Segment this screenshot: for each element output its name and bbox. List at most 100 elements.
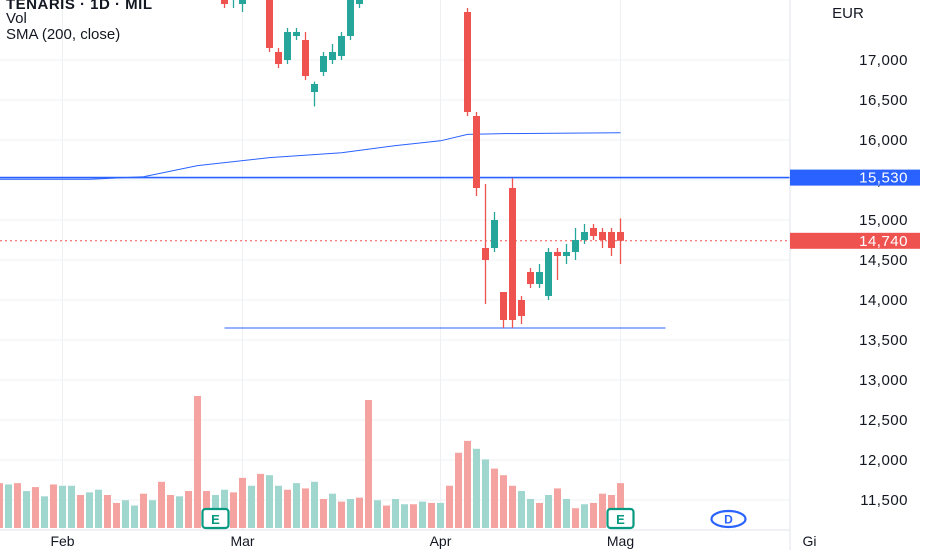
volume-bar bbox=[185, 491, 192, 528]
candle-body[interactable] bbox=[500, 292, 507, 320]
candle-body[interactable] bbox=[266, 0, 273, 48]
price-badge[interactable] bbox=[790, 232, 920, 249]
volume-bar bbox=[293, 483, 300, 528]
candle-body[interactable] bbox=[347, 0, 354, 36]
volume-bar bbox=[14, 483, 21, 528]
candle-body[interactable] bbox=[293, 32, 300, 36]
volume-bar bbox=[428, 502, 435, 528]
price-badge-label: 14,740 bbox=[859, 233, 908, 250]
volume-bar bbox=[356, 497, 363, 528]
earnings-marker-icon[interactable] bbox=[201, 507, 230, 530]
candle-body[interactable] bbox=[518, 300, 525, 316]
volume-bar bbox=[527, 498, 534, 528]
volume-bar bbox=[392, 498, 399, 528]
candle-body[interactable] bbox=[275, 52, 282, 64]
volume-bar bbox=[536, 502, 543, 528]
time-tick-label: Gi bbox=[803, 533, 817, 549]
time-tick-label: Mag bbox=[607, 533, 634, 549]
volume-bar bbox=[518, 491, 525, 528]
dividend-marker-icon[interactable] bbox=[710, 509, 747, 529]
time-tick-label: Feb bbox=[50, 533, 74, 549]
candle-body[interactable] bbox=[311, 84, 318, 92]
volume-bar bbox=[482, 459, 489, 528]
candle-body[interactable] bbox=[284, 32, 291, 60]
price-tick-label: 13,000 bbox=[859, 372, 908, 389]
candle-body[interactable] bbox=[338, 36, 345, 56]
symbol-label[interactable]: TENARIS · 1D · MIL bbox=[6, 0, 153, 11]
earnings-marker-label: E bbox=[616, 512, 625, 527]
candle-body[interactable] bbox=[473, 116, 480, 188]
volume-bar bbox=[437, 502, 444, 528]
volume-bar bbox=[365, 399, 372, 528]
candle-body[interactable] bbox=[554, 252, 561, 256]
volume-bar bbox=[617, 483, 624, 528]
volume-bar bbox=[0, 483, 3, 528]
volume-bar bbox=[149, 500, 156, 528]
volume-bar bbox=[563, 498, 570, 528]
volume-bar bbox=[590, 502, 597, 528]
candle-body[interactable] bbox=[545, 252, 552, 296]
volume-bar bbox=[194, 396, 201, 528]
candle-body[interactable] bbox=[581, 232, 588, 240]
candle-body[interactable] bbox=[536, 272, 543, 284]
candle-body[interactable] bbox=[590, 228, 597, 236]
candle-body[interactable] bbox=[563, 252, 570, 256]
candle-body[interactable] bbox=[491, 220, 498, 248]
volume-bar bbox=[266, 475, 273, 528]
volume-bar bbox=[140, 493, 147, 528]
volume-bar bbox=[122, 500, 129, 528]
volume-bar bbox=[464, 440, 471, 528]
volume-bar bbox=[599, 493, 606, 528]
currency-label: EUR bbox=[832, 5, 864, 22]
candle-body[interactable] bbox=[482, 248, 489, 260]
candle-body[interactable] bbox=[302, 40, 309, 76]
candle-body[interactable] bbox=[509, 188, 516, 320]
candle-body[interactable] bbox=[221, 0, 228, 4]
volume-bar bbox=[554, 488, 561, 528]
candle-body[interactable] bbox=[329, 52, 336, 60]
candle-body[interactable] bbox=[527, 272, 534, 284]
sma-indicator-label[interactable]: SMA (200, close) bbox=[6, 26, 121, 43]
volume-bar bbox=[23, 491, 30, 528]
candle-body[interactable] bbox=[239, 0, 246, 4]
volume-bar bbox=[131, 505, 138, 528]
volume-bar bbox=[572, 508, 579, 528]
price-tick-label: 16,500 bbox=[859, 92, 908, 109]
volume-bar bbox=[401, 504, 408, 528]
volume-bar bbox=[239, 477, 246, 528]
price-tick-label: 12,000 bbox=[859, 452, 908, 469]
price-tick-label: 15,000 bbox=[859, 212, 908, 229]
volume-bar bbox=[41, 496, 48, 528]
candle-body[interactable] bbox=[356, 0, 363, 4]
price-tick-label: 13,500 bbox=[859, 332, 908, 349]
volume-bar bbox=[545, 495, 552, 528]
earnings-marker-icon[interactable] bbox=[606, 507, 635, 530]
price-badge-label: 15,530 bbox=[859, 170, 908, 187]
candle-body[interactable] bbox=[464, 12, 471, 112]
candle-body[interactable] bbox=[608, 232, 615, 248]
volume-bar bbox=[77, 495, 84, 528]
volume-bar bbox=[329, 493, 336, 528]
candle-body[interactable] bbox=[617, 232, 624, 241]
candle-body[interactable] bbox=[572, 240, 579, 252]
volume-bar bbox=[320, 498, 327, 528]
candle-body[interactable] bbox=[599, 232, 606, 240]
candle-body[interactable] bbox=[320, 56, 327, 72]
price-axis-panel[interactable] bbox=[790, 0, 932, 550]
volume-indicator-label[interactable]: Vol bbox=[6, 10, 27, 27]
price-badge[interactable] bbox=[790, 169, 920, 186]
price-tick-label: 11,500 bbox=[860, 492, 908, 509]
volume-bar bbox=[419, 501, 426, 528]
chart-legend: TENARIS · 1D · MIL Vol SMA (200, close) bbox=[6, 0, 153, 43]
volume-bar bbox=[5, 484, 12, 528]
volume-bar bbox=[446, 485, 453, 528]
price-tick-label: 17,000 bbox=[859, 52, 908, 69]
volume-bar bbox=[581, 504, 588, 528]
volume-bar bbox=[86, 492, 93, 528]
volume-bar bbox=[95, 489, 102, 528]
volume-bar bbox=[455, 452, 462, 528]
volume-bar bbox=[311, 481, 318, 528]
volume-bar bbox=[176, 496, 183, 528]
